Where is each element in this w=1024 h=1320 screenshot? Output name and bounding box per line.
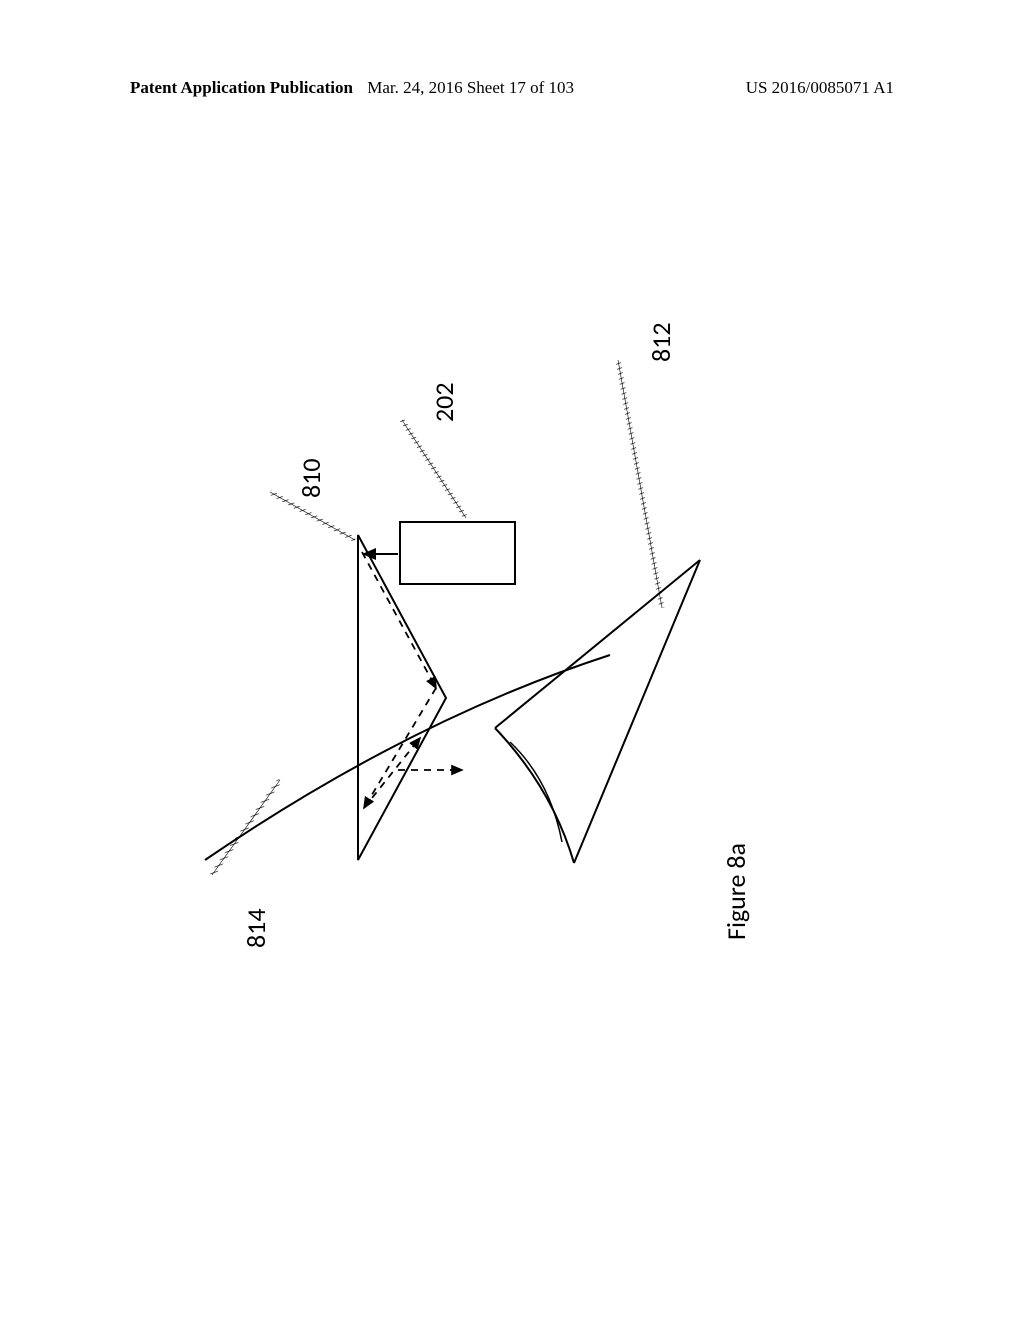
page-header: Patent Application Publication Mar. 24, … (0, 78, 1024, 98)
eye-lens-arc (495, 728, 574, 863)
page: Patent Application Publication Mar. 24, … (0, 0, 1024, 1320)
leader-814-core (212, 780, 280, 875)
header-right: US 2016/0085071 A1 (746, 78, 894, 98)
eye-lens-inner (510, 742, 562, 842)
ray-internal-2 (364, 688, 436, 808)
figure-area: 810 202 812 814 Figure 8a (140, 250, 880, 1010)
lens-curve (205, 655, 610, 860)
label-202: 202 (428, 382, 460, 422)
leader-810-core (270, 492, 355, 540)
eye-cone (495, 560, 700, 863)
leader-812-core (618, 360, 662, 608)
label-814: 814 (240, 908, 272, 948)
label-810: 810 (295, 458, 327, 498)
leader-202-core (402, 420, 466, 518)
label-812: 812 (645, 322, 677, 362)
diagram-svg (140, 250, 880, 1010)
figure-caption: Figure 8a (720, 843, 752, 940)
header-left: Patent Application Publication (130, 78, 353, 98)
source-rect (400, 522, 515, 584)
header-center: Mar. 24, 2016 Sheet 17 of 103 (367, 78, 574, 98)
